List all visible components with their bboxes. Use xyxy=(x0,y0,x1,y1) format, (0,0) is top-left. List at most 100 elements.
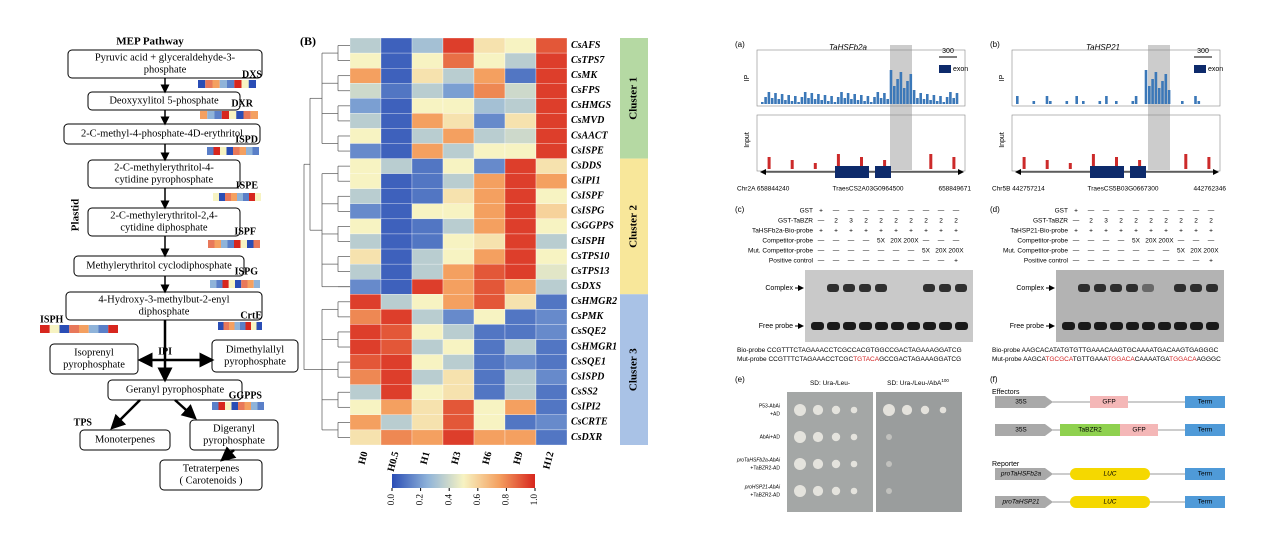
heatmap-cell xyxy=(535,218,568,235)
legend-label: exon xyxy=(953,66,968,73)
heatmap-cell xyxy=(473,83,506,99)
heatmap-cell xyxy=(442,173,475,189)
enzyme-strip-cell xyxy=(227,80,235,88)
ip-bar xyxy=(922,99,926,104)
ip-bar xyxy=(1197,101,1201,104)
ip-bar xyxy=(949,92,952,104)
ip-bar xyxy=(889,70,893,104)
heatmap-cell xyxy=(349,203,382,220)
lane-value: 2 xyxy=(909,218,913,225)
row-label: CsMK xyxy=(571,70,598,81)
heatmap-cell xyxy=(411,218,444,235)
heatmap-cell xyxy=(504,369,537,385)
heatmap-cell xyxy=(349,369,382,385)
input-bar xyxy=(1138,160,1142,169)
heatmap-cell xyxy=(349,248,382,265)
lane-value: — xyxy=(953,238,960,245)
colony xyxy=(812,431,824,443)
heatmap-cell xyxy=(535,143,568,159)
heatmap-cell xyxy=(442,188,475,204)
heatmap-cell xyxy=(473,188,506,204)
feature xyxy=(1185,496,1225,508)
row-label: CsISPH xyxy=(571,236,606,247)
lane-value: — xyxy=(848,208,855,215)
lane-value: 2 xyxy=(1164,218,1168,225)
pathway-step: Geranyl pyrophosphate xyxy=(126,384,225,395)
lane-value: + xyxy=(1074,208,1078,215)
lane-value: 2 xyxy=(924,218,928,225)
lane-value: — xyxy=(848,248,855,255)
heatmap-cell xyxy=(504,67,537,84)
heatmap-cell xyxy=(411,143,444,159)
lane-value: 20X xyxy=(1190,248,1202,255)
enzyme-label: ISPH xyxy=(40,314,64,325)
lane-value: — xyxy=(1163,208,1170,215)
feature xyxy=(1070,496,1150,508)
complex-band xyxy=(1110,284,1122,292)
enzyme-strip-cell xyxy=(225,402,232,410)
ip-bar xyxy=(784,100,787,104)
free-band xyxy=(1158,322,1171,330)
lane-value: 5X xyxy=(1132,238,1141,245)
lane-value: — xyxy=(1088,238,1095,245)
input-bar xyxy=(813,163,817,169)
lane-value: + xyxy=(819,208,823,215)
construct-part: Term xyxy=(1198,499,1212,506)
free-band xyxy=(1110,322,1123,330)
heatmap-cell xyxy=(380,369,413,385)
heatmap-cell xyxy=(411,113,444,129)
strain-label: P53-AbAi xyxy=(759,403,780,409)
heatmap-cell xyxy=(473,37,506,54)
heatmap-cell xyxy=(380,399,413,416)
lane-value: — xyxy=(938,208,945,215)
row-label: CsISPD xyxy=(571,371,604,382)
locus: TraesCS2A03G0964500 xyxy=(833,186,904,193)
input-bar xyxy=(767,157,771,169)
heatmap-cell xyxy=(411,279,444,295)
lane-value: + xyxy=(1119,228,1123,235)
heatmap-cell xyxy=(349,294,382,310)
lane-value: — xyxy=(833,248,840,255)
heatmap-cell xyxy=(535,173,568,189)
lane-value: 20X xyxy=(890,238,902,245)
lane-value: + xyxy=(849,228,853,235)
ip-bar xyxy=(813,99,817,104)
heatmap-cell xyxy=(504,128,537,144)
enzyme-strip-cell xyxy=(246,147,253,155)
lane-value: + xyxy=(864,228,868,235)
enzyme-strip-cell xyxy=(219,80,227,88)
heatmap-cell xyxy=(411,248,444,265)
condition-label: TaHSFb2a-Bio-probe xyxy=(752,228,813,235)
heatmap-cell xyxy=(535,158,568,174)
pathway-box xyxy=(159,459,263,491)
header-part: 100 xyxy=(941,378,949,383)
lane-value: + xyxy=(1194,228,1198,235)
complex-band xyxy=(1190,284,1202,292)
ip-bar xyxy=(836,97,840,104)
ip-bar xyxy=(1045,96,1049,104)
heatmap-cell xyxy=(535,233,568,250)
heatmap-cell xyxy=(473,354,506,370)
ip-bar xyxy=(777,99,781,104)
heatmap-cell xyxy=(442,279,475,295)
heatmap-cell xyxy=(504,83,537,99)
heatmap-cell xyxy=(380,158,413,174)
plate-header: SD: Ura-/Leu-/AbA100 xyxy=(887,378,949,387)
lane-value: — xyxy=(1178,238,1185,245)
heatmap-cell xyxy=(473,279,506,295)
enzyme-strip-cell xyxy=(49,325,60,333)
colony xyxy=(831,432,841,442)
enzyme-strip-cell xyxy=(247,240,254,248)
lane-value: + xyxy=(1209,228,1213,235)
lane-value: 2 xyxy=(954,218,958,225)
lane-value: — xyxy=(1193,208,1200,215)
enzyme-label: ISPD xyxy=(235,134,258,145)
feature xyxy=(1070,468,1150,480)
lane-value: — xyxy=(848,258,855,265)
exon-key xyxy=(1194,65,1206,73)
heatmap-cell xyxy=(380,113,413,129)
enzyme-strip-cell xyxy=(214,240,221,248)
lane-value: + xyxy=(1134,228,1138,235)
pathway-step: 4-Hydroxy-3-methylbut-2-enyl xyxy=(98,294,229,305)
pathway-step: Monoterpenes xyxy=(95,434,155,445)
